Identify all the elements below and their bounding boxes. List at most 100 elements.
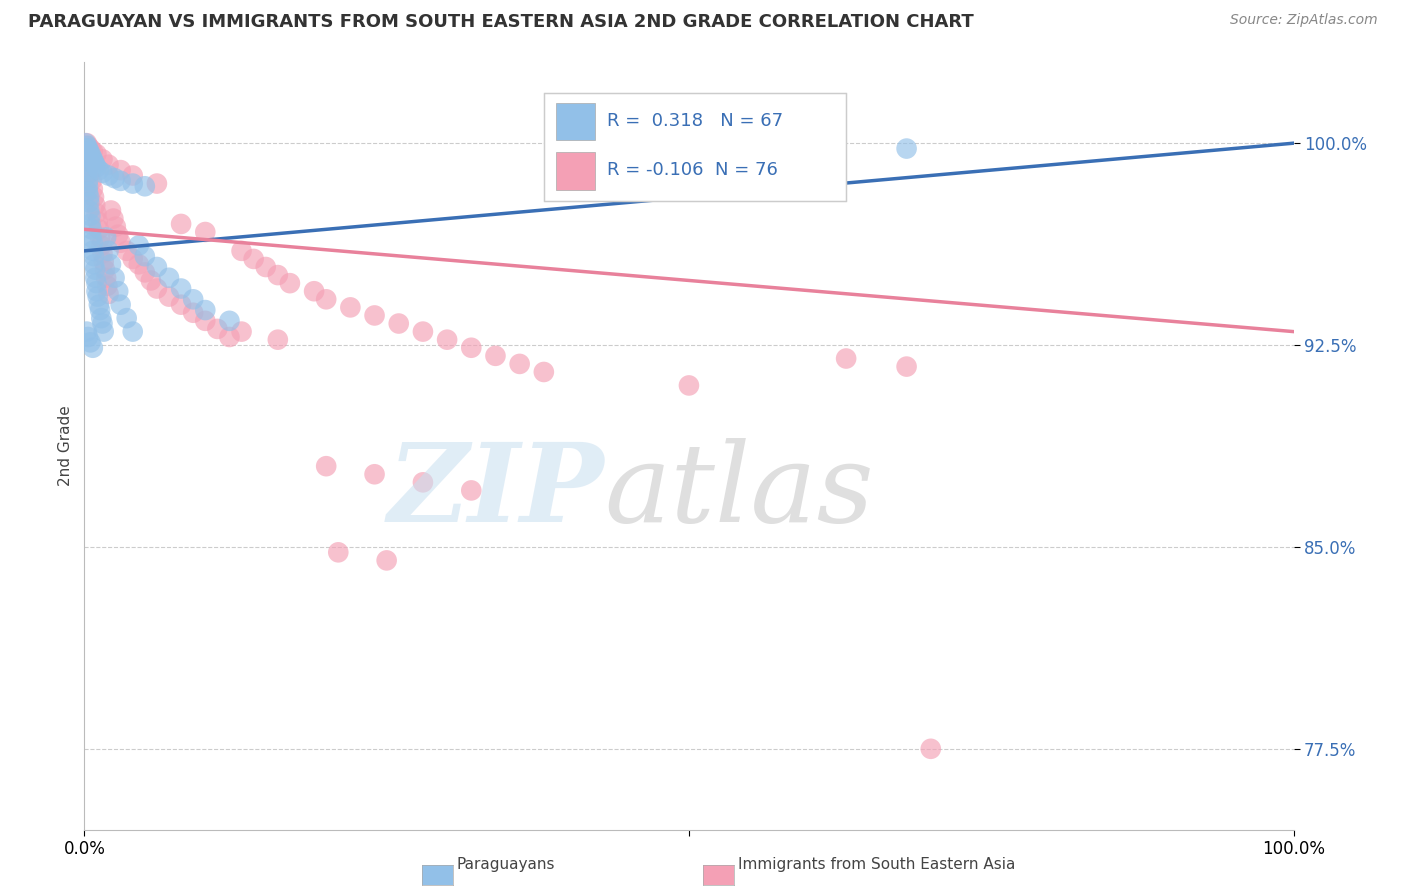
Point: [77, 203, 100, 218]
Point: [110, 174, 132, 188]
Point: [82, 153, 104, 167]
Point: [82, 341, 104, 355]
Point: [89, 303, 111, 318]
Point: [460, 483, 482, 498]
Point: [79, 166, 101, 180]
Point: [128, 238, 150, 252]
Point: [80, 222, 103, 236]
Point: [533, 365, 555, 379]
Point: [87, 163, 110, 178]
Point: [77, 330, 100, 344]
Point: [218, 314, 240, 328]
Point: [94, 262, 117, 277]
Point: [80, 150, 103, 164]
Point: [80, 230, 103, 244]
Point: [254, 260, 277, 274]
Point: [82, 145, 104, 159]
Point: [83, 257, 105, 271]
Point: [110, 163, 132, 178]
Point: [339, 301, 361, 315]
Point: [157, 290, 180, 304]
Point: [278, 276, 301, 290]
Point: [89, 230, 111, 244]
Point: [83, 249, 105, 263]
Point: [79, 147, 101, 161]
Point: [231, 325, 253, 339]
Point: [146, 281, 169, 295]
Point: [146, 177, 169, 191]
Point: [79, 209, 101, 223]
Point: [79, 335, 101, 350]
Point: [76, 163, 98, 178]
Point: [104, 270, 127, 285]
Point: [363, 309, 385, 323]
Point: [242, 252, 264, 266]
Point: [97, 169, 120, 183]
Point: [86, 276, 108, 290]
Point: [170, 217, 193, 231]
Text: Paraguayans: Paraguayans: [457, 857, 555, 872]
Point: [77, 145, 100, 159]
Point: [146, 260, 169, 274]
Point: [181, 306, 204, 320]
Point: [84, 262, 107, 277]
Point: [100, 203, 122, 218]
Point: [77, 158, 100, 172]
Point: [82, 235, 104, 250]
Point: [84, 198, 107, 212]
Point: [121, 169, 143, 183]
Point: [104, 219, 127, 234]
Point: [77, 150, 100, 164]
Point: [91, 246, 114, 260]
Point: [115, 244, 138, 258]
Point: [139, 273, 162, 287]
Point: [920, 741, 942, 756]
Point: [412, 475, 434, 490]
Point: [93, 254, 115, 268]
Point: [678, 378, 700, 392]
Point: [97, 244, 120, 258]
Point: [302, 284, 325, 298]
Point: [412, 325, 434, 339]
Point: [84, 270, 107, 285]
Point: [194, 314, 217, 328]
Point: [90, 311, 112, 326]
Point: [484, 349, 506, 363]
Point: [76, 325, 98, 339]
Point: [76, 139, 98, 153]
Point: [91, 153, 114, 167]
Point: [115, 311, 138, 326]
Point: [194, 225, 217, 239]
Point: [104, 171, 127, 186]
Point: [460, 341, 482, 355]
Point: [181, 293, 204, 307]
Point: [86, 147, 108, 161]
Point: [79, 217, 101, 231]
Point: [86, 161, 108, 175]
Point: [363, 467, 385, 482]
Point: [315, 459, 337, 474]
Point: [83, 155, 105, 169]
Point: [328, 545, 350, 559]
Point: [76, 142, 98, 156]
Point: [170, 298, 193, 312]
Point: [76, 155, 98, 169]
Point: [77, 195, 100, 210]
Point: [82, 182, 104, 196]
Point: [86, 206, 108, 220]
Point: [121, 177, 143, 191]
Point: [896, 142, 918, 156]
Point: [77, 179, 100, 194]
Point: [170, 281, 193, 295]
Text: Immigrants from South Eastern Asia: Immigrants from South Eastern Asia: [738, 857, 1015, 872]
Point: [77, 139, 100, 153]
Point: [100, 257, 122, 271]
Point: [82, 244, 104, 258]
Point: [87, 222, 110, 236]
Point: [267, 268, 290, 282]
Point: [107, 284, 129, 298]
Point: [94, 270, 117, 285]
Point: [77, 185, 100, 199]
Y-axis label: 2nd Grade: 2nd Grade: [58, 406, 73, 486]
Point: [75, 136, 97, 151]
